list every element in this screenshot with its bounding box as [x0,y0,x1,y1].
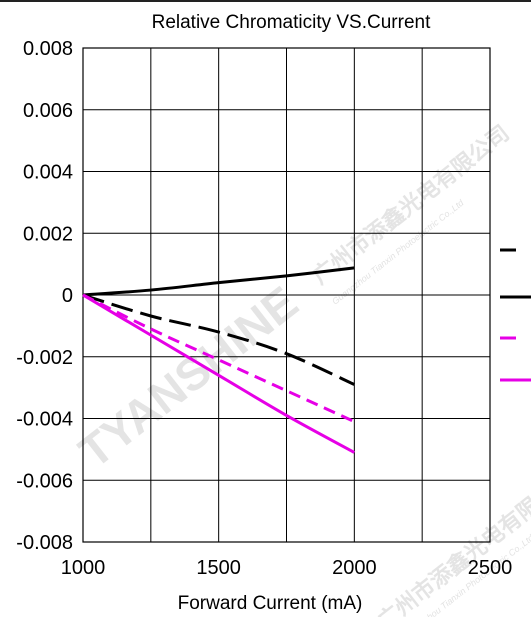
chart-title: Relative Chromaticity VS.Current [152,12,431,33]
x-axis-title: Forward Current (mA) [178,593,363,614]
y-tick-label: 0.002 [23,223,73,245]
series-line-1 [82,266,355,297]
y-tick-label: 0.008 [23,38,73,60]
series-layer [82,266,356,454]
y-tick-label: 0.004 [23,162,73,184]
y-tick-label: 0 [62,285,73,307]
series-line-4 [82,293,356,454]
y-tick-label: -0.004 [16,409,73,431]
x-tick-label: 1000 [61,557,106,579]
y-tick-label: -0.002 [16,347,73,369]
x-tick-label: 1500 [196,557,241,579]
y-tick-labels: 0.008 0.006 0.004 0.002 0 -0.002 -0.004 -0.006 -… [16,38,73,554]
y-tick-label: 0.006 [23,100,73,122]
series-line-3 [82,293,355,423]
top-border-line [0,0,531,2]
grid [82,47,491,543]
x-tick-label: 2000 [332,557,377,579]
y-tick-label: -0.006 [16,470,73,492]
y-tick-label: -0.008 [16,532,73,554]
watermark-company-cn: 广州市添鑫光电有限公司 [308,120,514,289]
series-line-2 [82,293,355,386]
x-tick-labels: 1000 1500 2000 2500 [61,557,513,579]
legend [500,248,531,382]
x-tick-label: 2500 [468,557,513,579]
